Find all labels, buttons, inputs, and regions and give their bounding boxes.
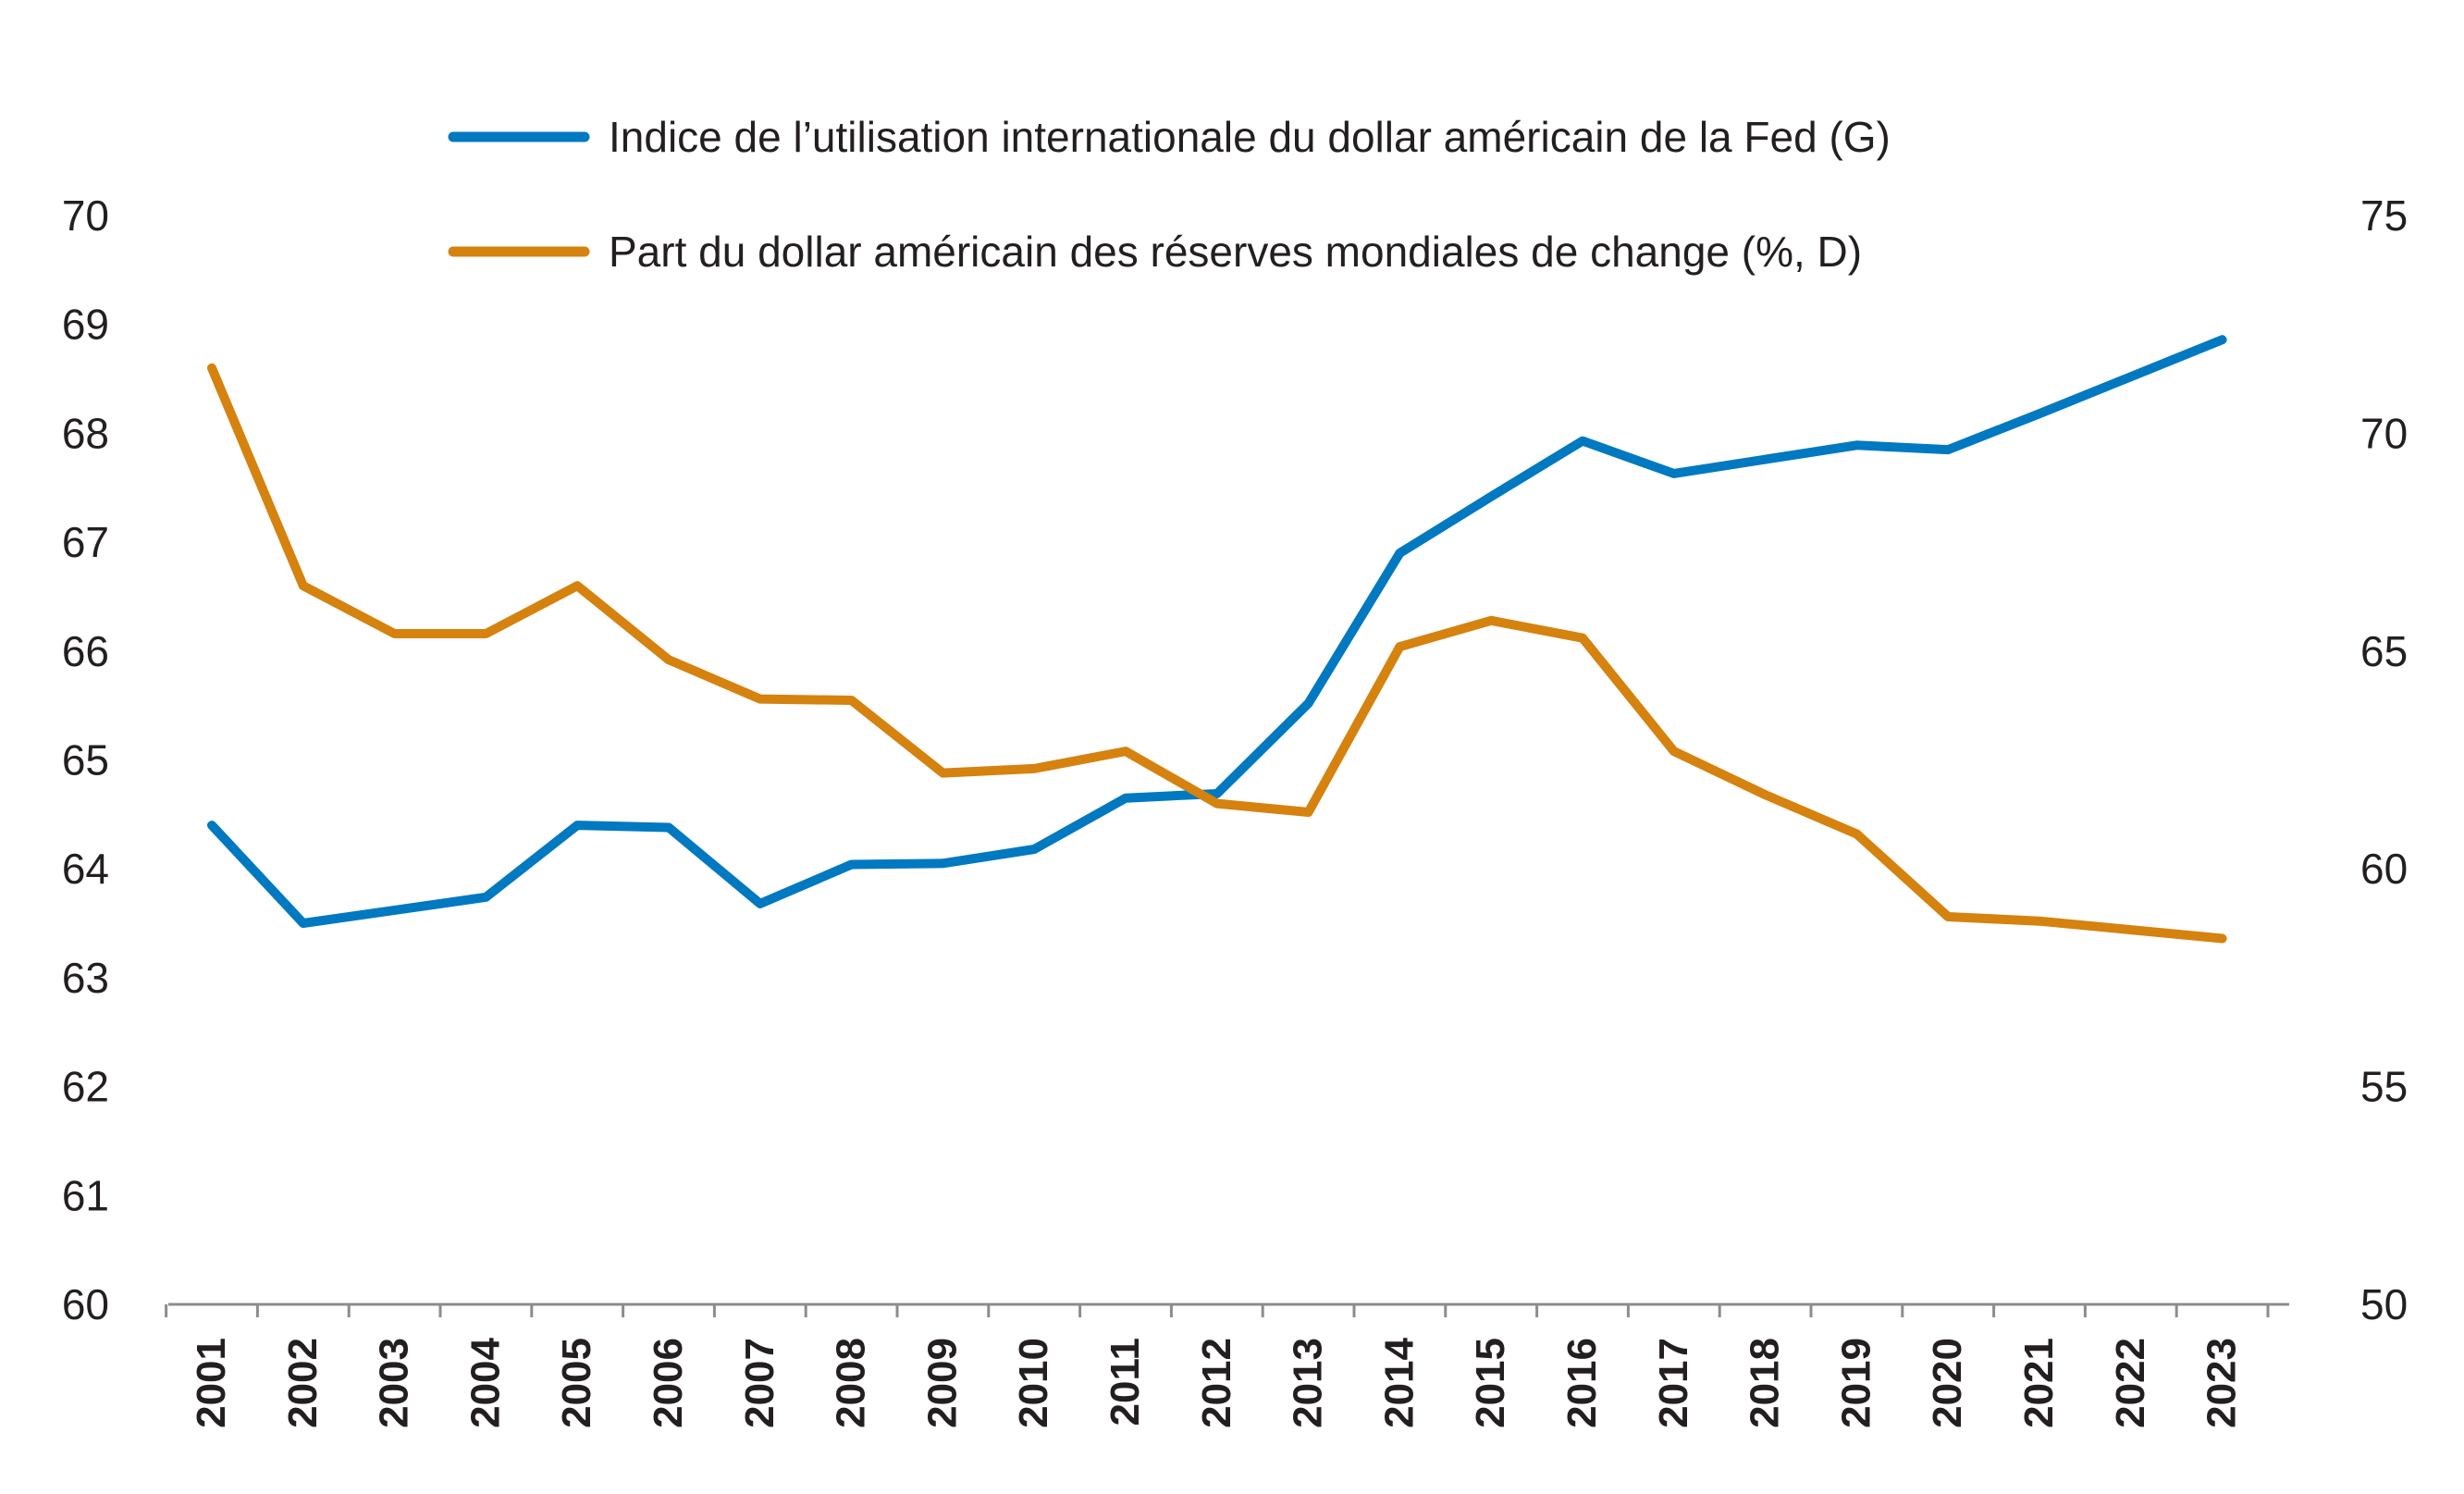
left-axis-tick-label: 65 bbox=[62, 736, 109, 784]
x-tick-label: 2002 bbox=[280, 1338, 326, 1428]
series-lines bbox=[207, 335, 2227, 944]
x-tick-label: 2012 bbox=[1194, 1338, 1239, 1428]
x-tick-label: 2021 bbox=[2016, 1338, 2062, 1428]
x-tick-label: 2013 bbox=[1286, 1338, 1331, 1428]
x-tick-label: 2018 bbox=[1743, 1338, 1788, 1428]
x-tick-label: 2008 bbox=[829, 1338, 874, 1428]
left-axis-tick-label: 67 bbox=[62, 518, 109, 566]
x-tick-label: 2004 bbox=[462, 1337, 508, 1427]
left-axis-tick-label: 70 bbox=[62, 191, 109, 240]
series-line-reserves-share bbox=[207, 363, 2227, 944]
left-axis-tick-label: 62 bbox=[62, 1063, 109, 1111]
x-axis-labels: 2001 2002 2003 2004 2005 2006 2007 2008 2009 2010… bbox=[189, 1337, 2245, 1427]
left-axis-tick-label: 69 bbox=[62, 301, 109, 349]
x-tick-label: 2009 bbox=[919, 1338, 965, 1428]
x-tick-label: 2014 bbox=[1376, 1337, 1422, 1427]
left-axis-labels: 60 61 62 63 64 65 66 67 68 69 70 bbox=[62, 191, 109, 1328]
x-tick-label: 2001 bbox=[189, 1338, 234, 1428]
right-axis-tick-label: 55 bbox=[2360, 1063, 2408, 1111]
left-axis-tick-label: 64 bbox=[62, 845, 109, 893]
left-axis-tick-label: 68 bbox=[62, 409, 109, 457]
x-tick-label: 2003 bbox=[372, 1338, 417, 1428]
x-tick-label: 2017 bbox=[1651, 1338, 1696, 1428]
x-tick-label: 2019 bbox=[1833, 1338, 1879, 1428]
x-axis-ticks bbox=[165, 1304, 2270, 1317]
right-axis-tick-label: 65 bbox=[2360, 627, 2408, 675]
x-tick-label: 2005 bbox=[554, 1338, 599, 1428]
left-axis-tick-label: 66 bbox=[62, 627, 109, 675]
x-tick-label: 2016 bbox=[1559, 1338, 1605, 1428]
x-tick-label: 2023 bbox=[2199, 1338, 2245, 1428]
x-tick-label: 2011 bbox=[1103, 1338, 1148, 1426]
series-line-fed-index bbox=[207, 335, 2227, 928]
right-axis-tick-label: 50 bbox=[2360, 1280, 2408, 1328]
left-axis-tick-label: 61 bbox=[62, 1171, 109, 1219]
legend-label-fed-index: Indice de l’utilisation internationale d… bbox=[609, 113, 1891, 161]
x-tick-label: 2020 bbox=[1925, 1338, 1970, 1428]
x-tick-label: 2006 bbox=[646, 1338, 691, 1428]
legend-label-reserves-share: Part du dollar américain des réserves mo… bbox=[609, 228, 1862, 276]
right-axis-tick-label: 60 bbox=[2360, 845, 2408, 893]
x-tick-label: 2022 bbox=[2108, 1338, 2153, 1428]
x-tick-label: 2015 bbox=[1468, 1338, 1513, 1428]
x-tick-label: 2007 bbox=[737, 1338, 782, 1428]
legend: Indice de l’utilisation internationale d… bbox=[448, 113, 1891, 276]
right-axis-labels: 50 55 60 65 70 75 bbox=[2360, 191, 2408, 1328]
right-axis-tick-label: 70 bbox=[2360, 409, 2408, 457]
x-tick-label: 2010 bbox=[1011, 1338, 1056, 1428]
right-axis-tick-label: 75 bbox=[2360, 191, 2408, 240]
left-axis-tick-label: 60 bbox=[62, 1280, 109, 1328]
left-axis-tick-label: 63 bbox=[62, 954, 109, 1002]
